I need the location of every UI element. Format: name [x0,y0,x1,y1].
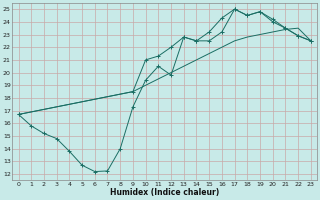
X-axis label: Humidex (Indice chaleur): Humidex (Indice chaleur) [110,188,219,197]
